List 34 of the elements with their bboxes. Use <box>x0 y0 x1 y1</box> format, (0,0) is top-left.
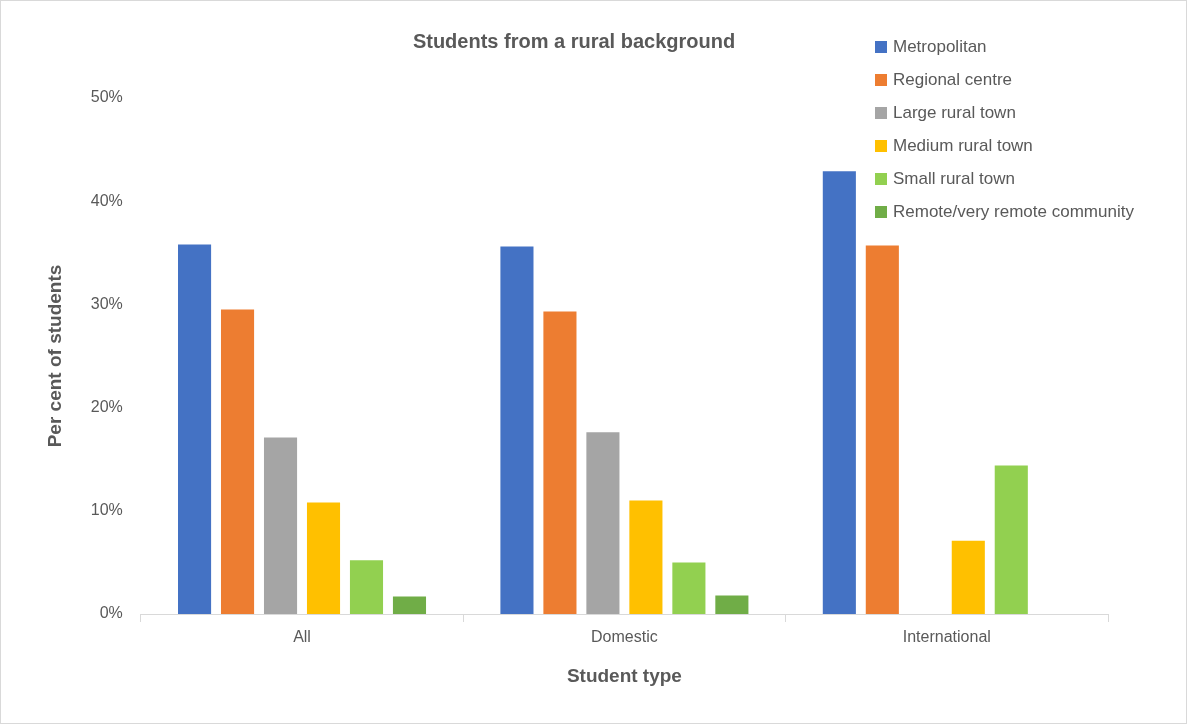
bar <box>994 465 1028 614</box>
bar <box>220 309 255 614</box>
y-tick-label: 10% <box>90 501 123 519</box>
bar <box>349 560 384 614</box>
y-axis-title: Per cent of students <box>43 264 65 448</box>
bar <box>629 500 663 614</box>
y-tick-label: 20% <box>90 398 123 416</box>
bar <box>543 311 577 614</box>
legend-label: Remote/very remote community <box>893 201 1134 222</box>
bar <box>306 502 341 614</box>
x-tick-label: International <box>902 628 991 646</box>
bar <box>586 432 620 614</box>
legend-label: Medium rural town <box>893 135 1033 156</box>
bar <box>951 540 985 614</box>
bar <box>263 437 298 614</box>
bar <box>500 246 534 614</box>
bar <box>715 595 749 614</box>
x-tick-label: Domestic <box>591 628 658 646</box>
y-tick-label: 40% <box>90 191 123 209</box>
y-tick-label: 0% <box>99 604 123 622</box>
y-tick-label: 50% <box>90 88 123 106</box>
bar <box>392 596 427 614</box>
chart-title: Students from a rural background <box>412 29 736 52</box>
x-axis-title: Student type <box>566 664 682 686</box>
x-tick-label: All <box>293 628 311 646</box>
legend-label: Small rural town <box>893 168 1015 189</box>
bar <box>178 244 212 614</box>
legend-label: Metropolitan <box>893 36 987 57</box>
y-tick-label: 30% <box>90 294 123 312</box>
legend-label: Regional centre <box>893 69 1013 90</box>
bar <box>672 562 706 614</box>
bar <box>822 171 856 614</box>
legend-label: Large rural town <box>893 102 1016 123</box>
bar <box>865 245 899 614</box>
